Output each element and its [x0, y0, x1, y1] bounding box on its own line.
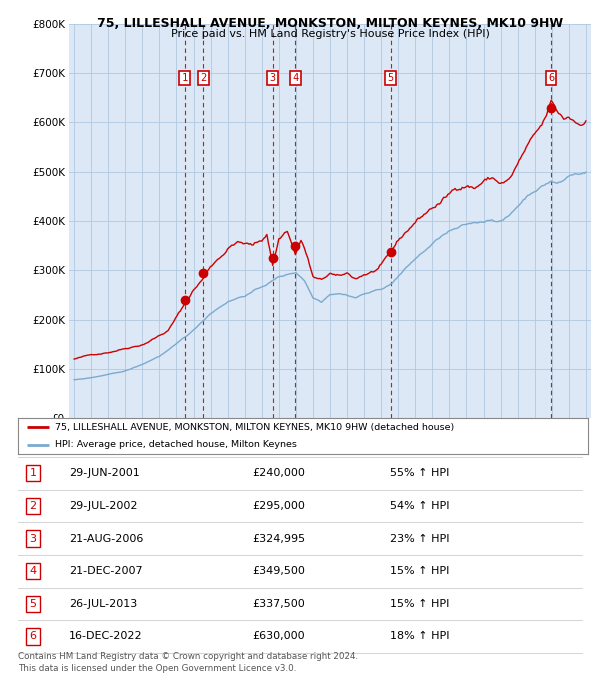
- Text: 26-JUL-2013: 26-JUL-2013: [69, 599, 137, 609]
- Text: 15% ↑ HPI: 15% ↑ HPI: [390, 599, 449, 609]
- Text: 21-AUG-2006: 21-AUG-2006: [69, 534, 143, 543]
- Text: 1: 1: [182, 73, 188, 83]
- Text: 16-DEC-2022: 16-DEC-2022: [69, 632, 143, 641]
- Text: £324,995: £324,995: [252, 534, 305, 543]
- Text: 23% ↑ HPI: 23% ↑ HPI: [390, 534, 449, 543]
- Text: 5: 5: [29, 599, 37, 609]
- Text: £295,000: £295,000: [252, 501, 305, 511]
- Text: 18% ↑ HPI: 18% ↑ HPI: [390, 632, 449, 641]
- Text: 54% ↑ HPI: 54% ↑ HPI: [390, 501, 449, 511]
- Text: £630,000: £630,000: [252, 632, 305, 641]
- Text: 75, LILLESHALL AVENUE, MONKSTON, MILTON KEYNES, MK10 9HW: 75, LILLESHALL AVENUE, MONKSTON, MILTON …: [97, 17, 563, 30]
- Text: 15% ↑ HPI: 15% ↑ HPI: [390, 566, 449, 576]
- Text: Contains HM Land Registry data © Crown copyright and database right 2024.: Contains HM Land Registry data © Crown c…: [18, 652, 358, 661]
- Text: £240,000: £240,000: [252, 469, 305, 478]
- Text: 6: 6: [29, 632, 37, 641]
- Text: 2: 2: [200, 73, 206, 83]
- Text: 6: 6: [548, 73, 554, 83]
- Text: 75, LILLESHALL AVENUE, MONKSTON, MILTON KEYNES, MK10 9HW (detached house): 75, LILLESHALL AVENUE, MONKSTON, MILTON …: [55, 422, 454, 432]
- Text: 55% ↑ HPI: 55% ↑ HPI: [390, 469, 449, 478]
- Text: 2: 2: [29, 501, 37, 511]
- Text: 4: 4: [29, 566, 37, 576]
- Text: 3: 3: [269, 73, 276, 83]
- Text: 29-JUN-2001: 29-JUN-2001: [69, 469, 140, 478]
- Text: 3: 3: [29, 534, 37, 543]
- Text: HPI: Average price, detached house, Milton Keynes: HPI: Average price, detached house, Milt…: [55, 440, 297, 449]
- Text: £337,500: £337,500: [252, 599, 305, 609]
- Text: 21-DEC-2007: 21-DEC-2007: [69, 566, 143, 576]
- Text: 29-JUL-2002: 29-JUL-2002: [69, 501, 137, 511]
- Text: 1: 1: [29, 469, 37, 478]
- Text: 5: 5: [388, 73, 394, 83]
- Text: £349,500: £349,500: [252, 566, 305, 576]
- Text: Price paid vs. HM Land Registry's House Price Index (HPI): Price paid vs. HM Land Registry's House …: [170, 29, 490, 39]
- Text: 4: 4: [292, 73, 298, 83]
- Text: This data is licensed under the Open Government Licence v3.0.: This data is licensed under the Open Gov…: [18, 664, 296, 673]
